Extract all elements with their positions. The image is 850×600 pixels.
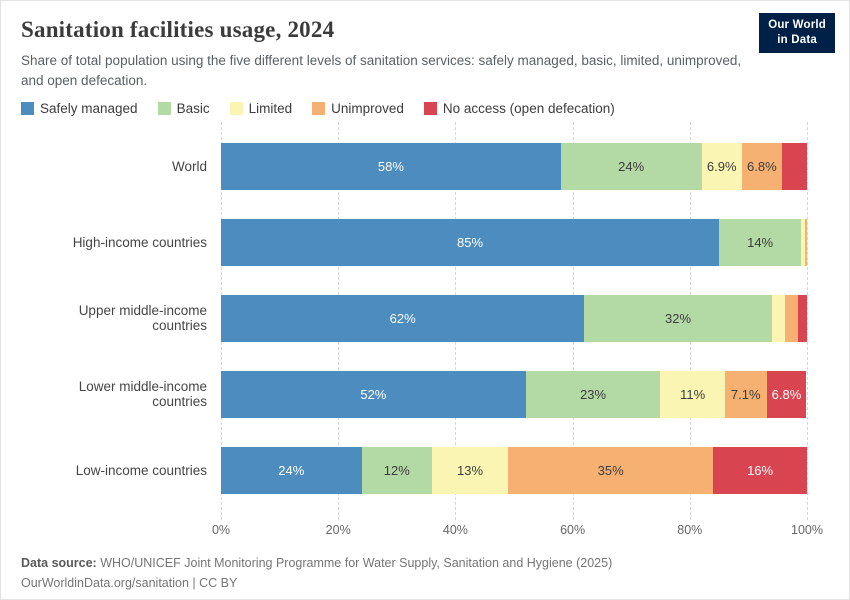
bar-value-label: 58%	[377, 158, 404, 174]
bar-segment[interactable]: 13%	[431, 446, 509, 494]
legend-swatch	[157, 102, 171, 116]
legend-swatch	[312, 102, 326, 116]
bar-segment[interactable]: 12%	[361, 446, 432, 494]
category-label: Lower middle-income countries	[78, 379, 207, 410]
owid-logo-line1: Our World	[768, 19, 826, 31]
bar-row: High-income countries 85% 14%	[21, 204, 829, 280]
bar-segment[interactable]	[771, 294, 786, 342]
bar-value-label: 7.1%	[730, 386, 761, 402]
x-tick-label: 40%	[442, 523, 468, 538]
legend-label: No access (open defecation)	[442, 101, 615, 117]
bar-value-label: 6.8%	[747, 158, 777, 174]
bar-value-label: 35%	[597, 462, 624, 478]
data-source-label: Data source:	[21, 556, 97, 571]
bar-segment[interactable]: 6.9%	[701, 142, 742, 190]
legend-item[interactable]: Safely managed	[21, 101, 138, 116]
legend-swatch	[21, 102, 34, 116]
bar-row: World 58% 24% 6.9% 6.8%	[21, 128, 829, 204]
footer-link[interactable]: OurWorldinData.org/sanitation | CC BY	[21, 575, 238, 590]
legend-item[interactable]: No access (open defecation)	[423, 101, 615, 117]
bar-segment[interactable]	[801, 218, 805, 266]
bar-segment[interactable]: 16%	[713, 446, 807, 494]
bar-value-label: 6.8%	[771, 386, 802, 402]
bar-segment[interactable]: 35%	[508, 446, 714, 494]
bar-track: 58% 24% 6.9% 6.8%	[221, 142, 807, 190]
owid-logo-line2: in Data	[777, 33, 817, 46]
bar-segment[interactable]: 6.8%	[766, 370, 807, 418]
bar-value-label: 85%	[457, 234, 484, 250]
legend-label: Safely managed	[40, 101, 138, 117]
footer: Data source: WHO/UNICEF Joint Monitoring…	[21, 554, 829, 593]
x-tick-label: 100%	[791, 523, 823, 538]
bar-row: Upper middle-income countries 62% 32%	[21, 280, 829, 356]
bar-value-label: 52%	[360, 386, 387, 402]
bar-value-label: 14%	[747, 234, 774, 250]
bar-segment[interactable]: 11%	[660, 370, 725, 418]
owid-logo[interactable]: Our World in Data	[759, 13, 835, 53]
bar-rows: World 58% 24% 6.9% 6.8% High-income countries…	[21, 128, 829, 508]
bar-track: 52% 23% 11% 7.1% 6.8%	[221, 370, 807, 418]
bar-segment[interactable]: 85%	[221, 218, 720, 266]
bar-track: 85% 14%	[221, 218, 807, 266]
legend-item[interactable]: Basic	[157, 101, 210, 117]
bar-segment[interactable]: 14%	[719, 218, 802, 266]
gridline	[807, 122, 808, 521]
legend-item[interactable]: Limited	[229, 101, 293, 117]
chart-subtitle: Share of total population using the five…	[21, 53, 742, 88]
bar-segment[interactable]	[804, 218, 807, 266]
data-source-line: Data source: WHO/UNICEF Joint Monitoring…	[21, 554, 829, 573]
bar-segment[interactable]: 32%	[584, 294, 772, 342]
bar-value-label: 12%	[383, 462, 410, 478]
bar-segment[interactable]: 24%	[560, 142, 702, 190]
category-label: High-income countries	[72, 234, 207, 250]
legend: Safely managed Basic Limited Unimproved No a…	[21, 101, 829, 116]
bar-value-label: 11%	[680, 386, 706, 402]
category-label: Upper middle-income countries	[78, 303, 207, 334]
bar-track: 24% 12% 13% 35% 16%	[221, 446, 807, 494]
x-tick-label: 60%	[560, 523, 586, 538]
bar-value-label: 13%	[457, 462, 484, 478]
legend-swatch	[423, 102, 437, 116]
bar-row: Lower middle-income countries 52% 23% 11% 7.…	[21, 356, 829, 432]
legend-label: Unimproved	[331, 101, 404, 117]
bar-segment[interactable]	[781, 142, 807, 190]
stacked-bar-chart: World 58% 24% 6.9% 6.8% High-income countries…	[21, 122, 829, 542]
bar-segment[interactable]	[785, 294, 799, 342]
plot-area: World 58% 24% 6.9% 6.8% High-income countries…	[21, 122, 829, 521]
bar-value-label: 32%	[665, 310, 692, 326]
x-tick-label: 0%	[211, 523, 231, 538]
bar-segment[interactable]: 6.8%	[741, 142, 782, 190]
chart-title: Sanitation facilities usage, 2024	[21, 17, 335, 42]
bar-value-label: 24%	[618, 158, 645, 174]
legend-item[interactable]: Unimproved	[312, 101, 404, 116]
bar-segment[interactable]: 52%	[221, 370, 526, 418]
category-label: Low-income countries	[75, 462, 207, 478]
x-tick-label: 20%	[325, 523, 351, 538]
bar-segment[interactable]: 7.1%	[724, 370, 767, 418]
bar-segment[interactable]: 24%	[221, 446, 362, 494]
x-axis: 0% 20% 40% 60% 80% 100%	[212, 520, 823, 542]
bar-segment[interactable]: 62%	[221, 294, 585, 342]
x-tick-label: 80%	[677, 523, 703, 538]
legend-swatch	[229, 102, 243, 116]
bar-value-label: 23%	[580, 386, 607, 402]
bar-value-label: 6.9%	[706, 158, 737, 174]
data-source-text: WHO/UNICEF Joint Monitoring Programme fo…	[100, 556, 613, 571]
bar-value-label: 24%	[278, 462, 305, 478]
category-label: World	[171, 158, 207, 174]
bar-value-label: 62%	[389, 310, 416, 326]
bar-segment[interactable]: 58%	[221, 142, 561, 190]
legend-label: Limited	[248, 101, 293, 117]
bar-value-label: 16%	[747, 462, 774, 478]
bar-track: 62% 32%	[221, 294, 807, 342]
bar-row: Low-income countries 24% 12% 13% 35% 16%	[21, 432, 829, 508]
legend-label: Basic	[176, 101, 210, 117]
bar-segment[interactable]	[798, 294, 807, 342]
bar-segment[interactable]: 23%	[525, 370, 661, 418]
